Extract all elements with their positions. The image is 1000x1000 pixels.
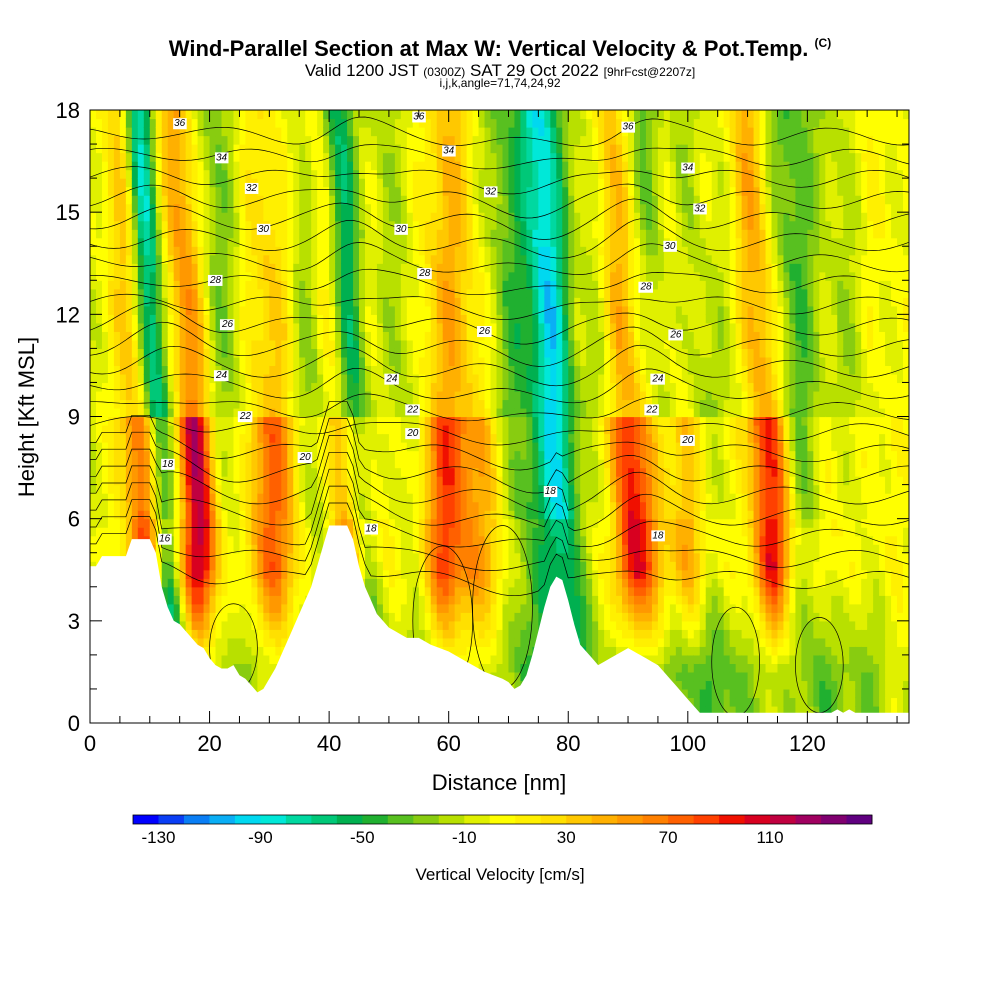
colorbar-swatch (336, 815, 363, 824)
colorbar-tick-label: -50 (350, 828, 375, 847)
colorbar-swatch (209, 815, 236, 824)
terrain-mask (90, 525, 909, 723)
colorbar-swatch (387, 815, 414, 824)
colorbar-tick-label: 30 (557, 828, 576, 847)
x-tick-label: 0 (84, 731, 96, 756)
x-tick-label: 20 (197, 731, 221, 756)
contour-label: 16 (159, 534, 171, 545)
contour-label: 36 (622, 122, 634, 133)
colorbar-swatch (617, 815, 644, 824)
colorbar-tick-label: -90 (248, 828, 273, 847)
x-tick-label: 80 (556, 731, 580, 756)
contour-label: 24 (651, 374, 664, 385)
contour-labels: 36 34 32 30 28 26 24 22 18 16 20 36 34 32 30 28 26 24 22 20… (158, 111, 707, 545)
colorbar-swatch (362, 815, 389, 824)
y-axis-label: Height [Kft MSL] (14, 337, 39, 497)
colorbar-swatch (744, 815, 771, 824)
y-tick-label: 0 (68, 711, 80, 736)
colorbar-swatch (770, 815, 796, 824)
y-tick-label: 9 (68, 405, 80, 430)
chart-subtitle: Valid 1200 JST (0300Z) SAT 29 Oct 2022 [… (304, 61, 696, 80)
colorbar-swatch (464, 815, 491, 824)
colorbar-swatch (133, 815, 159, 824)
contour-label: 26 (478, 326, 491, 337)
chart-title: Wind-Parallel Section at Max W: Vertical… (168, 36, 832, 61)
colorbar-label: Vertical Velocity [cm/s] (415, 865, 584, 884)
colorbar-swatch (489, 815, 516, 824)
colorbar-swatch (719, 815, 745, 824)
contour-label: 28 (418, 268, 431, 279)
colorbar-swatch (183, 815, 210, 824)
contour-label: 26 (669, 329, 682, 340)
contour-label: 22 (645, 404, 658, 415)
contour-label: 20 (406, 428, 419, 439)
colorbar: -130 -90 -50 -10 30 70 110 (132, 814, 873, 847)
x-tick-label: 100 (669, 731, 706, 756)
contour-label: 28 (209, 275, 222, 286)
x-tick-label: 40 (317, 731, 341, 756)
potential-temperature-contours (90, 116, 909, 717)
contour-label: 24 (385, 374, 398, 385)
contour-label: 20 (681, 435, 694, 446)
colorbar-swatch (438, 815, 465, 824)
colorbar-swatch (413, 815, 440, 824)
y-tick-label: 12 (56, 302, 80, 327)
colorbar-swatch (311, 815, 338, 824)
contour-label: 18 (365, 524, 377, 535)
contour-label: 32 (246, 183, 258, 194)
colorbar-swatch (515, 815, 542, 824)
contour-label: 18 (545, 486, 557, 497)
contour-label: 28 (639, 282, 652, 293)
contour-label: 26 (221, 319, 234, 330)
contour-label: 20 (299, 452, 312, 463)
colorbar-swatch (795, 815, 822, 824)
contour-label: 22 (406, 404, 419, 415)
contour-label: 18 (162, 459, 174, 470)
colorbar-swatch (234, 815, 261, 824)
colorbar-swatch (642, 815, 669, 824)
contour-label: 34 (682, 163, 694, 174)
contour-label: 30 (395, 224, 407, 235)
colorbar-swatch (158, 815, 185, 824)
colorbar-swatch (821, 815, 847, 824)
contour-label: 34 (216, 152, 228, 163)
contour-label: 36 (174, 118, 186, 129)
colorbar-swatch (693, 815, 720, 824)
contour-label: 24 (215, 370, 228, 381)
colorbar-tick-label: -10 (452, 828, 477, 847)
contour-label: 30 (664, 241, 676, 252)
colorbar-swatch (846, 815, 873, 824)
colorbar-tick-label: -130 (141, 828, 175, 847)
contour-label: 32 (694, 203, 706, 214)
colorbar-tick-label: 70 (659, 828, 678, 847)
colorbar-swatch (591, 815, 618, 824)
colorbar-swatch (566, 815, 593, 824)
colorbar-swatch (668, 815, 695, 824)
colorbar-swatch (285, 815, 312, 824)
y-tick-label: 15 (56, 200, 80, 225)
contour-label: 30 (258, 224, 270, 235)
y-tick-label: 18 (56, 98, 80, 123)
contour-label: 34 (443, 146, 455, 157)
colorbar-swatch (540, 815, 567, 824)
colorbar-tick-label: 110 (757, 828, 784, 847)
chart-subtitle-indices: i,j,k,angle=71,74,24,92 (439, 76, 561, 90)
x-tick-label: 120 (789, 731, 826, 756)
contour-label: 18 (652, 530, 664, 541)
x-axis-label: Distance [nm] (432, 770, 567, 795)
contour-label: 32 (485, 186, 497, 197)
colorbar-swatch (260, 815, 287, 824)
x-tick-label: 60 (436, 731, 460, 756)
contour-label: 22 (239, 411, 252, 422)
y-tick-label: 3 (68, 609, 80, 634)
y-tick-label: 6 (68, 507, 80, 532)
